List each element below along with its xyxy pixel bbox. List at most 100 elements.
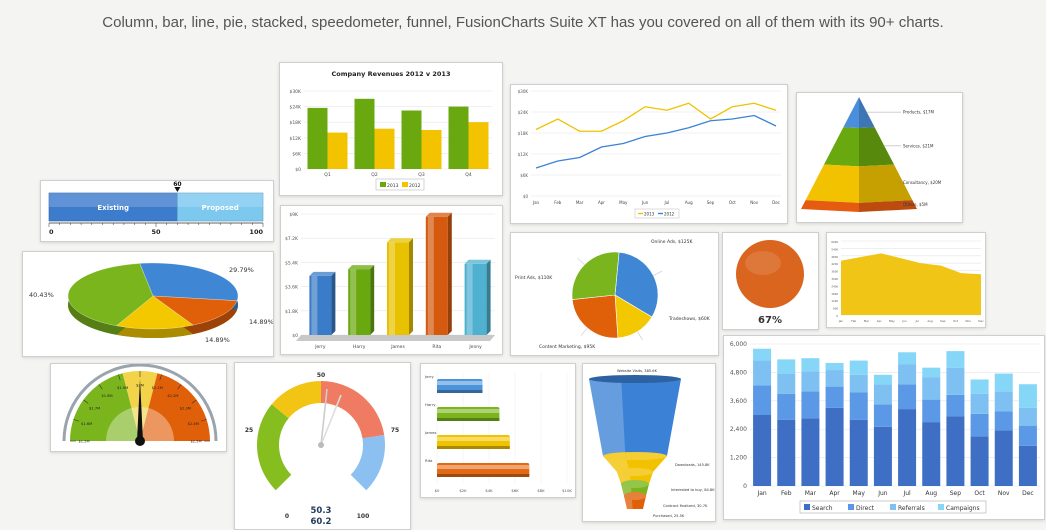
stacked-bar — [873, 384, 892, 405]
bar — [437, 463, 530, 477]
slice-label: Online Ads, $125K — [651, 239, 693, 245]
bullet-chart: Existing Proposed 0 50 100 60 — [48, 181, 263, 236]
x-tick-label: Sep — [950, 490, 962, 497]
pie-slice — [116, 295, 194, 330]
legend-label: 2013 — [644, 212, 655, 217]
pie2d-card[interactable]: Online Ads, $125K Tradeshows, $60K Content… — [510, 232, 719, 356]
gauge-readout: 60.2 — [311, 517, 332, 527]
legend-box — [799, 500, 987, 514]
stacked-bar — [922, 377, 941, 400]
multi-gauge-card[interactable]: 0 25 50 75 100 50.3 60.2 — [234, 362, 411, 530]
segment-label: Consultancy, $20M — [903, 180, 942, 185]
x-tick-label: Sep — [707, 200, 715, 205]
gauge-readout: 50.3 — [311, 506, 332, 516]
segment-label: Website Visits, 385.6K — [617, 369, 658, 373]
x-tick-label: $6K — [511, 488, 519, 493]
stacked-bar — [898, 352, 917, 365]
y-tick-label: Jerry — [424, 374, 435, 379]
gauge-tick-label: $1.5M — [78, 440, 89, 444]
bar-shadow — [437, 390, 483, 393]
y-tick-label: $1.8K — [285, 309, 299, 315]
x-tick-label: Jan — [756, 490, 766, 497]
bar3d-chart: $0 $2K $4K $6K $8K $10K Jerry Harry James Rita — [424, 372, 572, 493]
x-tick-label: Apr — [598, 200, 605, 205]
bar-shadow — [437, 418, 500, 421]
y-tick-label: $6K — [292, 151, 302, 157]
slice-label: 29.79% — [229, 266, 254, 274]
stacked-bar — [1018, 425, 1037, 446]
pyramid-segment — [801, 200, 859, 212]
funnel-card[interactable]: Website Visits, 385.6K Downloads, 145.8K I… — [582, 363, 716, 522]
stacked-bar — [922, 399, 941, 423]
area-fill — [841, 253, 981, 315]
angular-gauge-card[interactable]: $1.5M$1.6M$1.7M$1.8M$1.9M$2M$2.1M$2.2M$2… — [50, 363, 227, 452]
gauge-tick — [98, 384, 103, 390]
gauge-rim — [62, 364, 218, 442]
bar3d-card[interactable]: $0 $2K $4K $6K $8K $10K Jerry Harry James Rita — [420, 363, 576, 498]
y-tick-label: $0 — [523, 194, 529, 199]
x-tick-label: Jun — [641, 200, 649, 205]
pie2d-chart: Online Ads, $125K Tradeshows, $60K Content… — [515, 239, 711, 350]
legend-label: Campaigns — [946, 505, 980, 512]
gauge-tick-label: 0 — [285, 513, 289, 520]
stacked-bar — [849, 392, 868, 420]
y-tick-label: 600 — [833, 307, 838, 311]
funnel-rim — [624, 492, 646, 500]
area-chart: 0 600 1200 1800 2400 3000 3600 4200 4800 5400 6000… — [831, 240, 984, 323]
x-tick-label: Jul — [915, 319, 920, 323]
y-tick-label: $24K — [289, 105, 302, 111]
leader-line — [577, 257, 585, 265]
bullet-card[interactable]: Existing Proposed 0 50 100 60 — [40, 180, 274, 242]
y-tick-label: Rita — [425, 458, 433, 463]
y-tick-label: 6,000 — [730, 341, 747, 348]
gauge-tick-label: $2.2M — [167, 394, 178, 398]
stacked-bar — [898, 409, 917, 486]
revenue-column-card[interactable]: Company Revenues 2012 v 2013 $0 $6K $12K $18… — [279, 62, 503, 196]
stacked-bar — [849, 419, 868, 486]
pie3d-card[interactable]: 29.79% 14.89% 14.89% 40.43% — [22, 251, 274, 357]
column3d-chart: $0 $1.8K $3.6K $5.4K $7.2K $9K Jerry Harry James… — [285, 212, 495, 350]
revenue-line-card[interactable]: $0 $6K $12K $18K $24K $30K Jan Feb Mar Apr May Jun J… — [510, 84, 788, 224]
bulb-card[interactable]: 67% — [722, 232, 819, 330]
gauge-tick — [83, 399, 89, 404]
y-tick-label: James — [424, 430, 436, 435]
x-tick-label: Oct — [729, 200, 736, 205]
angular-gauge: $1.5M$1.6M$1.7M$1.8M$1.9M$2M$2.1M$2.2M$2… — [62, 364, 218, 451]
y-tick-label: $6K — [520, 173, 528, 178]
bar-highlight — [437, 409, 500, 413]
stacked-bar — [1018, 384, 1037, 408]
x-tick-label: May — [889, 319, 895, 323]
x-tick-label: Apr — [829, 490, 840, 497]
x-tick-label: $8K — [537, 488, 545, 493]
y-tick-label: 6000 — [831, 240, 838, 244]
gauge-ring-band — [321, 381, 385, 439]
x-tick-label: Q2 — [371, 172, 378, 178]
area-card[interactable]: 0 600 1200 1800 2400 3000 3600 4200 4800 5400 6000… — [826, 232, 986, 328]
stacked-bar — [994, 411, 1013, 431]
x-tick-label: Q4 — [465, 172, 472, 178]
funnel-rim — [603, 452, 667, 460]
gauge-pivot — [318, 442, 324, 448]
x-tick-label: $2K — [459, 488, 467, 493]
stacked-bar — [946, 367, 965, 395]
y-tick-label: $30K — [289, 89, 302, 95]
stacked-card[interactable]: 0 1,200 2,400 3,600 4,800 6,000 Jan Feb Mar Apr Ma… — [723, 335, 1045, 520]
gauge-tick-label: $2.1M — [152, 386, 163, 390]
stacked-bar — [753, 348, 772, 361]
x-tick-label: Dec — [1022, 490, 1034, 497]
slice-label: 14.89% — [205, 336, 230, 344]
column3d-card[interactable]: $0 $1.8K $3.6K $5.4K $7.2K $9K Jerry Harry James… — [280, 205, 503, 355]
pyramid-segment — [859, 164, 913, 203]
column-bar — [309, 275, 332, 335]
x-tick-label: Mar — [576, 200, 584, 205]
stacked-bar — [873, 426, 892, 486]
x-tick-label: $4K — [485, 488, 493, 493]
column-bar — [387, 242, 409, 335]
pyramid-card[interactable]: Products, $17M Services, $21M Consultancy,… — [796, 92, 963, 223]
stacked-bar — [994, 430, 1013, 486]
stacked-bar — [1018, 407, 1037, 426]
bullet-band-label: Existing — [97, 204, 129, 212]
column-top — [464, 259, 491, 264]
funnel-rim — [589, 375, 681, 383]
y-tick-label: 2400 — [831, 284, 838, 288]
